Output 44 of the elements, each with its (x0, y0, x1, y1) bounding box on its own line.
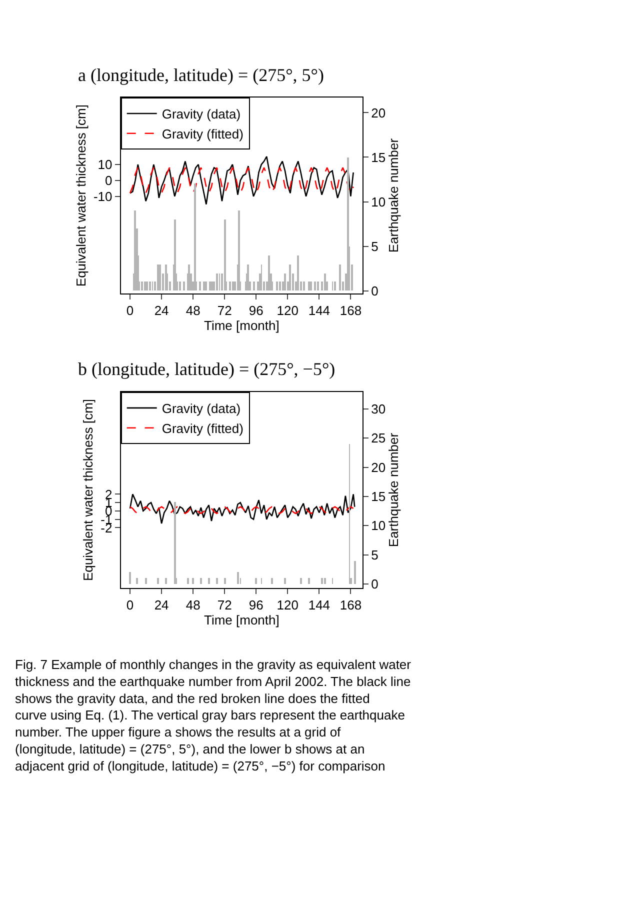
y2-tick-label: 25 (371, 430, 386, 446)
x-tick-label: 168 (340, 303, 362, 318)
chart-title: b (longitude, latitude) = (275°, −5°) (78, 359, 336, 379)
x-tick-label: 0 (126, 598, 134, 613)
chart-title: a (longitude, latitude) = (275°, 5°) (78, 65, 324, 85)
y2-axis-title: Earthquake number (386, 432, 402, 548)
y2-tick-label: 5 (371, 238, 378, 254)
y2-tick-label: 15 (371, 150, 386, 165)
y2-tick-label: 30 (371, 401, 386, 416)
y-tick-label: 10 (98, 157, 112, 172)
x-tick-label: 48 (186, 303, 200, 318)
y-tick-label: -10 (93, 188, 112, 204)
x-tick-label: 24 (154, 598, 169, 613)
y2-tick-label: 5 (371, 547, 378, 562)
x-axis-title: Time [month] (204, 318, 280, 334)
y-tick-label: 0 (105, 172, 112, 188)
x-tick-label: 96 (248, 598, 264, 613)
x-tick-label: 24 (154, 303, 169, 318)
y2-tick-label: 10 (371, 194, 386, 210)
x-tick-label: 120 (276, 303, 298, 318)
x-tick-label: 144 (308, 598, 330, 613)
legend-label: Gravity (data) (162, 106, 241, 122)
y2-tick-label: 10 (371, 518, 386, 534)
x-tick-label: 48 (186, 598, 200, 613)
y2-tick-label: 0 (371, 283, 378, 298)
y2-tick-label: 20 (371, 460, 386, 475)
y2-tick-label: 15 (371, 488, 386, 504)
y-axis-title: Equivalent water thickness [cm] (73, 104, 88, 287)
x-tick-label: 72 (217, 303, 232, 318)
caption: Fig. 7 Example of monthly changes in the gravity as equivalent water thickness and the earthquake number from April 2002. The black line shows the gravity data, and the red broken line does the fitted curve using Eq. (1). The vertical gray bars represent the earthquake number. The upper figure a shows the results at a grid of (longitude, latitude) = (275°, 5°), and the lower b shows at an adjacent grid of (longitude, latitude) = (275°, −5°) for comparison (15, 657, 412, 774)
y2-axis-title: Earthquake number (386, 138, 402, 253)
x-tick-label: 168 (340, 598, 362, 613)
legend-label: Gravity (fitted) (162, 420, 244, 436)
y2-tick-label: 0 (371, 576, 378, 592)
y-axis-title: Equivalent water thickness [cm] (80, 398, 96, 582)
x-tick-label: 0 (126, 303, 134, 318)
x-tick-label: 96 (248, 303, 264, 318)
x-tick-label: 72 (217, 598, 232, 613)
x-tick-label: 144 (308, 303, 330, 318)
x-axis-title: Time [month] (204, 612, 280, 628)
legend-label: Gravity (data) (162, 401, 241, 416)
y2-tick-label: 20 (371, 105, 386, 120)
x-tick-label: 120 (276, 598, 298, 613)
legend-label: Gravity (fitted) (162, 126, 244, 142)
